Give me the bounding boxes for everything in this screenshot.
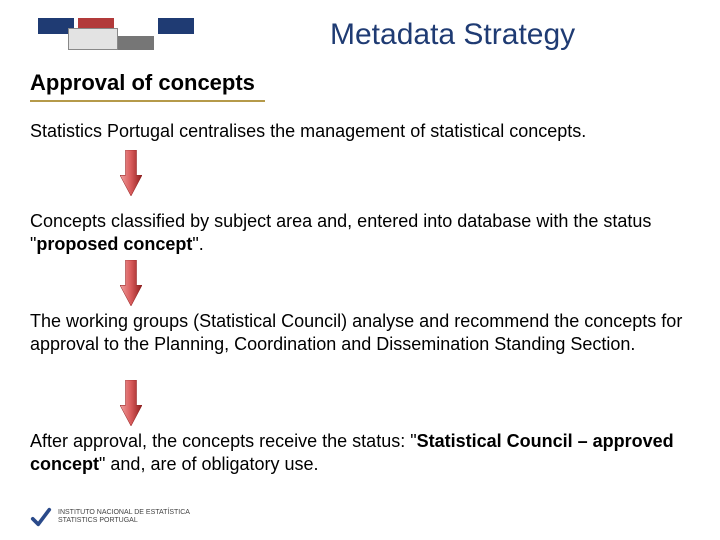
- footer-text: INSTITUTO NACIONAL DE ESTATÍSTICA STATIS…: [58, 509, 190, 524]
- logo-block: [158, 18, 194, 34]
- paragraph-2: Concepts classified by subject area and,…: [30, 210, 690, 257]
- paragraph-3-text: The working groups (Statistical Council)…: [30, 311, 682, 354]
- slide-subtitle: Approval of concepts: [30, 70, 265, 102]
- footer-line2: STATISTICS PORTUGAL: [58, 517, 190, 525]
- paragraph-2-bold: proposed concept: [36, 234, 192, 254]
- slide-title: Metadata Strategy: [330, 18, 575, 52]
- footer-logo: INSTITUTO NACIONAL DE ESTATÍSTICA STATIS…: [30, 506, 190, 528]
- footer-line1: INSTITUTO NACIONAL DE ESTATÍSTICA: [58, 509, 190, 517]
- paragraph-1-text: Statistics Portugal centralises the mana…: [30, 121, 586, 141]
- logo-block: [118, 36, 154, 50]
- paragraph-3: The working groups (Statistical Council)…: [30, 310, 690, 357]
- paragraph-1: Statistics Portugal centralises the mana…: [30, 120, 690, 143]
- paragraph-4-text-a: After approval, the concepts receive the…: [30, 431, 417, 451]
- down-arrow-icon: [120, 150, 142, 201]
- paragraph-4: After approval, the concepts receive the…: [30, 430, 690, 477]
- paragraph-4-text-b: " and, are of obligatory use.: [99, 454, 319, 474]
- checkmark-icon: [30, 506, 52, 528]
- paragraph-2-text-b: ".: [192, 234, 203, 254]
- down-arrow-icon: [120, 380, 142, 431]
- logo-block: [68, 28, 118, 50]
- down-arrow-icon: [120, 260, 142, 311]
